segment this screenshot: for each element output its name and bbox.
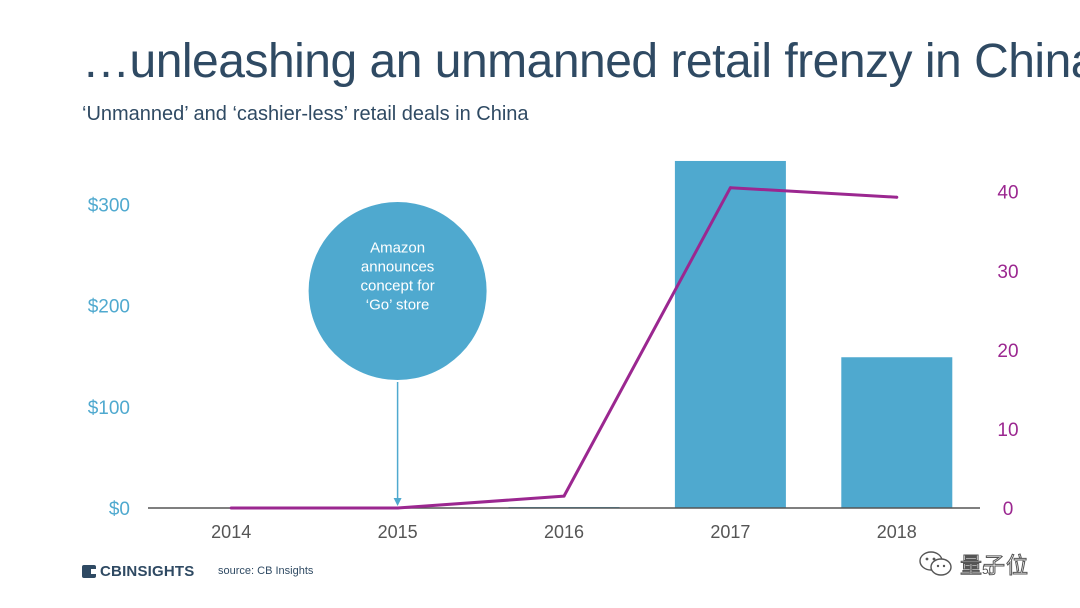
- bar-2018: [841, 357, 953, 508]
- right-axis-tick-4: 40: [997, 183, 1018, 204]
- deal-count-point-2016: [562, 494, 566, 498]
- deal-count-point-2017: [728, 186, 732, 190]
- wechat-icon: [919, 551, 952, 576]
- left-axis-tick-3: $300: [88, 195, 130, 216]
- right-axis-tick-3: 30: [997, 262, 1018, 283]
- page-number: 50: [982, 563, 996, 577]
- cb-insights-logo-text: CBINSIGHTS: [100, 563, 195, 580]
- left-axis-tick-2: $200: [88, 297, 130, 318]
- right-axis-tick-1: 10: [997, 420, 1018, 441]
- x-tick-label-2015: 2015: [378, 522, 418, 542]
- cb-insights-logo-icon: [82, 565, 96, 578]
- deal-count-point-2014: [229, 506, 233, 510]
- left-axis-tick-1: $100: [88, 398, 130, 419]
- x-tick-label-2018: 2018: [877, 522, 917, 542]
- watermark-text: 量子位: [959, 554, 1030, 580]
- page-subtitle: ‘Unmanned’ and ‘cashier-less’ retail dea…: [82, 103, 529, 125]
- annotation-text-line-1: announces: [361, 259, 434, 276]
- right-axis-tick-0: 0: [1003, 499, 1014, 520]
- source-note: source: CB Insights: [218, 565, 314, 577]
- left-axis-tick-0: $0: [109, 499, 130, 520]
- deal-count-point-2015: [396, 506, 400, 510]
- right-axis-tick-2: 20: [997, 341, 1018, 362]
- annotation-text-line-2: concept for: [360, 278, 434, 295]
- deal-count-point-2018: [895, 195, 899, 199]
- bar-2017: [674, 160, 786, 508]
- watermark: 量子位: [918, 548, 1029, 580]
- annotation-text-line-3: ‘Go’ store: [366, 297, 430, 314]
- cb-insights-logo: CBINSIGHTS: [82, 563, 195, 580]
- x-tick-label-2014: 2014: [211, 522, 251, 542]
- annotation-text-line-0: Amazon: [370, 240, 425, 257]
- page-title: …unleashing an unmanned retail frenzy in…: [82, 35, 1080, 88]
- x-tick-label-2017: 2017: [710, 522, 750, 542]
- annotation-circle: [308, 202, 487, 380]
- annotation-arrowhead: [393, 498, 402, 506]
- x-tick-label-2016: 2016: [544, 522, 584, 542]
